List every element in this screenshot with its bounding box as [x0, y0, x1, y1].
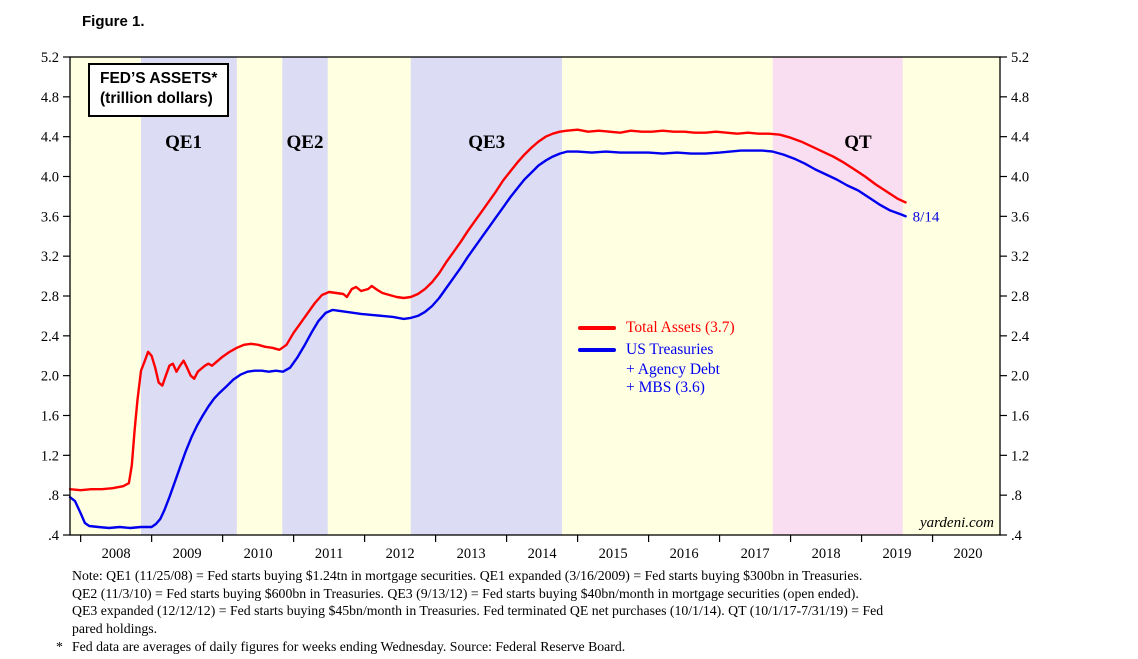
note-line-1: Note: QE1 (11/25/08) = Fed starts buying… — [72, 568, 863, 583]
x-axis-label: 2020 — [954, 546, 983, 560]
y-axis-label-left: .8 — [48, 488, 59, 504]
x-axis-label: 2008 — [102, 546, 131, 560]
y-axis-label-left: 1.6 — [41, 409, 59, 425]
y-axis-label-left: 2.8 — [41, 289, 59, 305]
y-axis-label-left: 3.2 — [41, 249, 59, 265]
qe1-band — [140, 57, 237, 535]
x-axis-label: 2012 — [386, 546, 415, 560]
footnote-marker: * — [56, 638, 63, 654]
x-axis-label: 2017 — [741, 546, 770, 560]
y-axis-label-right: 3.6 — [1011, 209, 1029, 225]
x-axis-label: 2009 — [173, 546, 202, 560]
treasuries-swatch — [578, 348, 616, 352]
x-axis-label: 2014 — [528, 546, 558, 560]
y-axis-label-left: 4.0 — [41, 170, 59, 186]
legend-treasuries-label-line1: US Treasuries — [626, 341, 714, 358]
y-axis-label-right: 4.0 — [1011, 170, 1029, 186]
chart-subtitle: (trillion dollars) — [100, 90, 213, 108]
figure-label: Figure 1. — [82, 13, 145, 30]
y-axis-label-left: 4.4 — [41, 130, 60, 146]
y-axis-label-right: 1.2 — [1011, 448, 1029, 464]
x-axis-label: 2010 — [244, 546, 273, 560]
x-axis-label: 2011 — [315, 546, 343, 560]
legend-treasuries-label-line2: + Agency Debt — [626, 361, 720, 378]
y-axis-label-left: 3.6 — [41, 209, 59, 225]
legend-total-assets-label: Total Assets (3.7) — [626, 319, 735, 336]
qt-label: QT — [844, 132, 872, 153]
y-axis-label-right: 4.8 — [1011, 90, 1029, 106]
legend-item-treasuries: US Treasuries — [578, 339, 735, 361]
note-line-2: QE2 (11/3/10) = Fed starts buying $600bn… — [72, 585, 859, 601]
legend-item-total-assets: Total Assets (3.7) — [578, 317, 735, 339]
chart-title: FED’S ASSETS* — [100, 70, 218, 87]
y-axis-label-right: 2.4 — [1011, 329, 1030, 345]
y-axis-label-left: 5.2 — [41, 50, 59, 66]
endpoint-date-label: 8/14 — [913, 209, 940, 225]
qt-band — [772, 57, 903, 535]
note-line-4: pared holdings. — [72, 620, 158, 636]
y-axis-label-right: 5.2 — [1011, 50, 1029, 66]
x-axis-label: 2019 — [883, 546, 912, 560]
qe3-label: QE3 — [468, 132, 505, 153]
footnote-text: Fed data are averages of daily figures f… — [72, 638, 626, 654]
y-axis-label-left: 2.4 — [41, 329, 60, 345]
y-axis-label-left: 1.2 — [41, 448, 59, 464]
x-axis-label: 2018 — [812, 546, 841, 560]
legend: Total Assets (3.7) US Treasuries + Agenc… — [578, 317, 735, 397]
y-axis-label-left: .4 — [48, 528, 60, 544]
y-axis-label-right: .4 — [1011, 528, 1023, 544]
qe3-band — [410, 57, 562, 535]
x-axis-label: 2013 — [457, 546, 486, 560]
legend-treasuries-label-line3: + MBS (3.6) — [626, 379, 705, 396]
y-axis-label-right: .8 — [1011, 488, 1022, 504]
y-axis-label-left: 2.0 — [41, 369, 59, 385]
total-assets-line — [68, 128, 907, 492]
y-axis-label-right: 3.2 — [1011, 249, 1029, 265]
chart-title-box: FED’S ASSETS* (trillion dollars) — [88, 63, 230, 118]
x-axis-label: 2015 — [599, 546, 628, 560]
y-axis-label-left: 4.8 — [41, 90, 59, 106]
qe1-label: QE1 — [165, 132, 202, 153]
y-axis-label-right: 2.0 — [1011, 369, 1029, 385]
footnote: * Fed data are averages of daily figures… — [56, 638, 1052, 656]
notes: Note: QE1 (11/25/08) = Fed starts buying… — [56, 567, 1052, 656]
qe2-label: QE2 — [287, 132, 324, 153]
fed-assets-chart: 5.2 5.2 4.8 4.8 4.4 4.4 4.0 4.0 3.6 3.6 3.2 3.2 2.8 2… — [41, 50, 1030, 560]
x-axis-label: 2016 — [670, 546, 699, 560]
branding-yardeni: yardeni.com — [918, 515, 994, 531]
total-assets-swatch — [578, 326, 616, 330]
y-axis-label-right: 4.4 — [1011, 130, 1030, 146]
y-axis-label-right: 2.8 — [1011, 289, 1029, 305]
y-axis-label-right: 1.6 — [1011, 409, 1029, 425]
note-line-3: QE3 expanded (12/12/12) = Fed starts buy… — [72, 603, 884, 619]
treasuries-line — [68, 149, 907, 530]
